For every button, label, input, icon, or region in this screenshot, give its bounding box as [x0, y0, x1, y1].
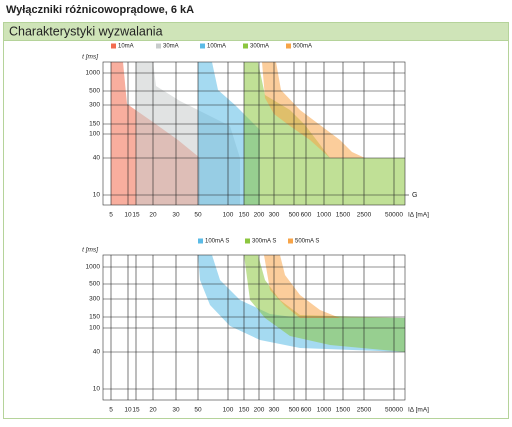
legend-label: 30mA: [163, 44, 179, 50]
x-tick-label: 30: [172, 212, 180, 219]
legend-label: 100mA: [207, 44, 226, 50]
x-tick-label: 150: [239, 407, 250, 414]
page-title: Wyłączniki różnicowoprądowe, 6 kA: [6, 4, 194, 16]
legend-swatch: [286, 43, 291, 49]
plot-frame: [102, 254, 406, 401]
x-tick-label: 15: [132, 407, 140, 414]
y-axis-label: t [ms]: [82, 247, 98, 254]
x-tick-label: 50000: [385, 407, 403, 414]
y-tick-label: 500: [89, 88, 100, 95]
x-axis-label: IΔ [mA]: [408, 407, 429, 414]
x-tick-label: 200: [254, 212, 265, 219]
y-tick-label: 300: [89, 102, 100, 109]
x-tick-label: 5: [109, 407, 113, 414]
legend-label: 300mA S: [252, 239, 276, 245]
x-tick-label: 50000: [385, 212, 403, 219]
x-tick-label: 2500: [357, 212, 372, 219]
y-tick-label: 40: [93, 155, 101, 162]
legend-swatch: [243, 43, 248, 49]
section-title: Charakterystyki wyzwalania: [9, 24, 163, 38]
y-tick-label: 150: [89, 314, 100, 321]
x-tick-label: 100: [223, 407, 234, 414]
y-tick-label: 100: [89, 131, 100, 138]
y-tick-label: 150: [89, 121, 100, 128]
y-tick-label: 10: [93, 192, 101, 199]
legend-label: 300mA: [250, 44, 269, 50]
section-bar: [3, 22, 509, 41]
legend-label: 100mA S: [205, 239, 229, 245]
y-tick-label: 500: [89, 281, 100, 288]
legend-swatch: [200, 43, 205, 49]
legend-swatch: [245, 238, 250, 244]
legend-label: 500mA S: [295, 239, 319, 245]
legend-label: 10mA: [118, 44, 134, 50]
x-tick-label: 1000: [317, 407, 332, 414]
x-tick-label: 10: [124, 407, 132, 414]
y-tick-label: 1000: [86, 70, 101, 77]
x-tick-label: 500: [289, 407, 300, 414]
x-tick-label: 20: [149, 407, 157, 414]
plot-frame: [102, 61, 406, 206]
x-tick-label: 30: [172, 407, 180, 414]
x-tick-label: 150: [239, 212, 250, 219]
y-tick-label: 1000: [86, 264, 101, 271]
tripping-band: [244, 62, 405, 205]
x-tick-label: 50: [194, 212, 202, 219]
x-tick-label: 1000: [317, 212, 332, 219]
x-tick-label: 500: [289, 212, 300, 219]
y-axis-label: t [ms]: [82, 54, 98, 61]
tripping-band: [264, 255, 340, 318]
x-tick-label: 600: [301, 407, 312, 414]
legend-swatch: [198, 238, 203, 244]
y-tick-label: 10: [93, 386, 101, 393]
tripping-band: [262, 62, 365, 158]
x-tick-label: 2500: [357, 407, 372, 414]
y-tick-label: 100: [89, 325, 100, 332]
g-label: G: [412, 192, 417, 199]
x-axis-label: IΔ [mA]: [408, 212, 429, 219]
x-tick-label: 100: [223, 212, 234, 219]
x-tick-label: 200: [254, 407, 265, 414]
x-tick-label: 1500: [336, 407, 351, 414]
x-tick-label: 300: [269, 407, 280, 414]
x-tick-label: 10: [124, 212, 132, 219]
x-tick-label: 5: [109, 212, 113, 219]
legend-swatch: [156, 43, 161, 49]
legend-swatch: [111, 43, 116, 49]
y-tick-label: 40: [93, 349, 101, 356]
y-tick-label: 300: [89, 296, 100, 303]
x-tick-label: 20: [149, 212, 157, 219]
x-tick-label: 300: [269, 212, 280, 219]
x-tick-label: 50: [194, 407, 202, 414]
x-tick-label: 15: [132, 212, 140, 219]
x-tick-label: 1500: [336, 212, 351, 219]
x-tick-label: 600: [301, 212, 312, 219]
legend-label: 500mA: [293, 44, 312, 50]
legend-swatch: [288, 238, 293, 244]
